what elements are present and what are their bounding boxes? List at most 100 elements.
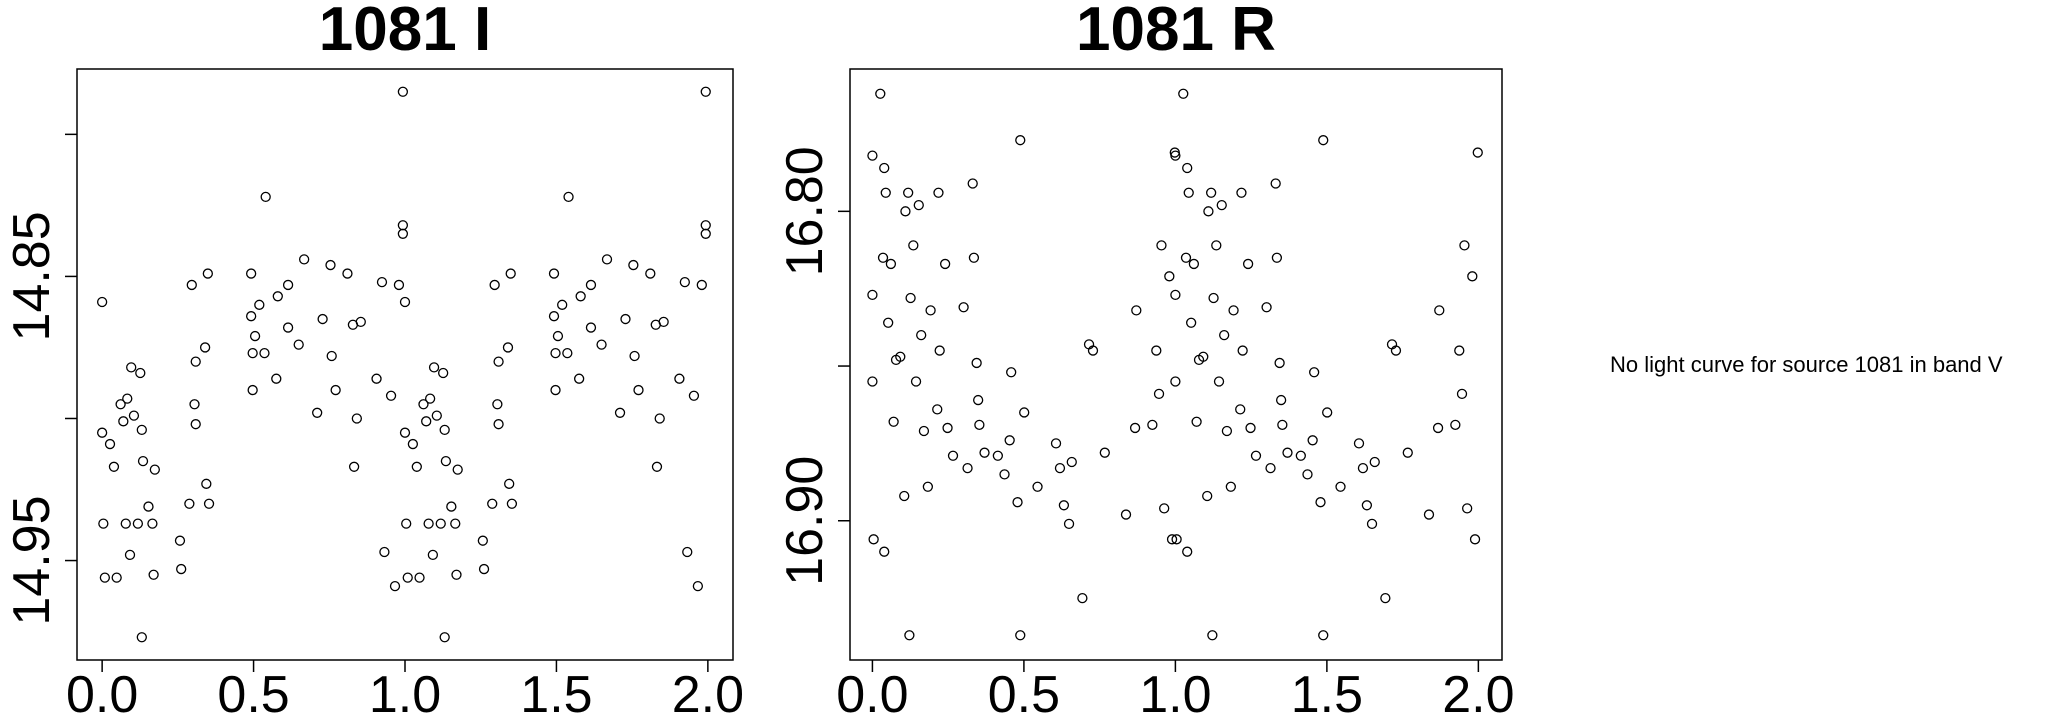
data-point [411,461,422,472]
data-point [147,518,158,529]
chart-title: 1081 R [1076,0,1276,64]
data-point [260,191,271,203]
data-point [271,373,282,384]
data-point [1221,425,1233,437]
data-point [1472,147,1483,158]
data-point [108,461,120,472]
data-point [905,292,916,304]
data-point [450,518,461,529]
data-point [1369,456,1380,468]
data-point [1159,503,1170,514]
data-point [247,347,258,359]
data-point [908,240,919,251]
data-point [1004,435,1015,446]
data-point [1318,135,1329,146]
data-point [1250,450,1262,461]
data-point [563,191,574,203]
data-point [880,187,891,198]
data-point [557,299,568,310]
data-point [1277,419,1288,430]
data-point [548,268,560,279]
data-point [596,339,607,350]
data-point [342,268,353,279]
data-point [1180,252,1192,263]
data-point [932,404,943,415]
data-point [585,322,597,333]
data-point [1203,206,1214,217]
data-point [245,268,257,279]
data-point [658,316,669,328]
data-point [282,322,294,333]
data-point [1467,271,1478,282]
data-point [401,518,412,529]
data-point [1361,500,1373,511]
data-point [427,549,439,561]
x-tick-label: 0.5 [988,666,1060,713]
data-point [1390,345,1402,356]
data-point [1198,351,1209,362]
data-point [899,490,910,502]
data-point [925,305,936,316]
data-point [903,187,914,198]
data-point [1456,388,1468,400]
data-point [143,501,154,512]
data-point [696,279,707,291]
x-tick-label: 1.5 [520,666,592,713]
data-point [1006,367,1017,378]
data-point [1295,450,1306,461]
data-point [137,455,149,467]
x-tick-label: 0.0 [66,666,138,713]
data-point [918,425,930,437]
data-point [504,478,515,489]
data-point [888,416,899,427]
data-point [1120,509,1132,520]
data-point [633,384,644,396]
data-point [1225,481,1236,492]
data-point [1315,497,1326,508]
data-point [1019,407,1030,418]
data-point [1164,271,1175,282]
data-point [399,427,411,438]
data-point [1219,329,1230,341]
data-point [1207,630,1218,641]
data-point [1462,503,1473,514]
data-point [389,580,401,592]
data-point [189,399,200,410]
data-point [330,384,341,396]
data-point [325,259,336,271]
data-point [688,390,700,401]
data-point [298,254,310,265]
data-point [916,329,927,341]
data-point [1213,376,1225,387]
data-point [1432,422,1444,434]
data-point [934,345,945,356]
data-point [104,438,116,450]
data-point [1188,258,1200,270]
data-point [1099,447,1110,458]
data-point [414,572,425,583]
data-point [992,450,1004,461]
y-tick-label: 16.80 [776,146,834,276]
data-point [1366,518,1378,530]
data-point [312,407,323,418]
data-point [867,150,878,161]
data-point [1307,435,1318,446]
data-point [1063,518,1075,530]
data-point [99,572,111,583]
data-point [883,317,894,328]
data-point [1271,252,1283,263]
data-point [118,416,129,427]
data-point [962,463,973,474]
data-point [875,88,886,99]
data-point [317,313,328,325]
data-point [190,419,201,430]
data-point [1182,162,1193,174]
data-point [431,410,442,421]
data-point [1270,178,1281,189]
data-point [135,367,146,379]
data-point [446,501,457,512]
x-tick-label: 2.0 [672,666,744,713]
data-point [148,569,159,580]
